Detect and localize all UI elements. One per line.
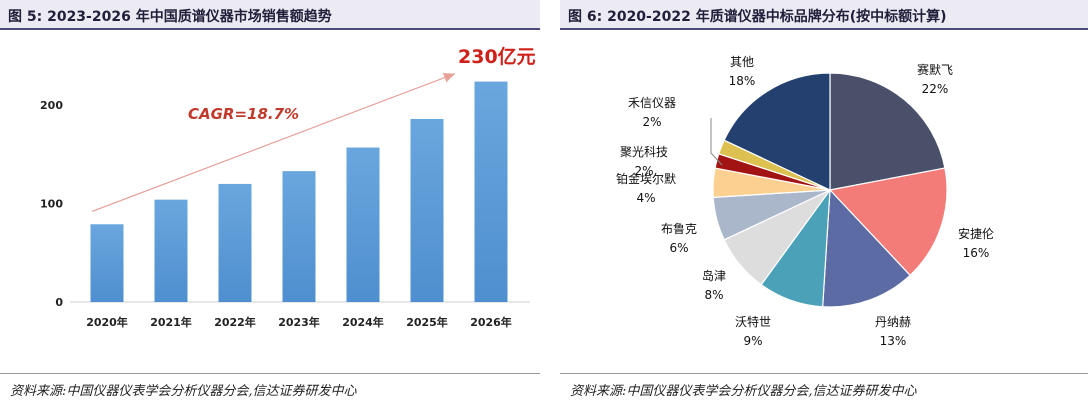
bar-2024年 [346,147,380,302]
slice-percent: 18% [729,74,756,88]
x-tick-label: 2024年 [342,315,384,329]
slice-percent: 6% [669,241,688,255]
slice-label: 其他 [730,55,754,69]
slice-label: 沃特世 [735,314,771,329]
total-annotation: 230亿元 [458,45,536,68]
right-footer: 资料来源:中国仪器仪表学会分析仪器分会,信达证券研发中心 [560,373,1088,403]
slice-percent: 13% [880,334,907,348]
slice-percent: 8% [704,288,723,302]
slice-label: 岛津 [702,268,726,283]
pie-labels: 赛默飞 22% 安捷伦 16% 丹纳赫 13% 沃特世 9% 岛津 8% 布鲁克 6% 铂金埃尔默 4% 聚… [616,55,994,348]
left-figure-title: 图 5: 2023-2026 年中国质谱仪器市场销售额趋势 [8,9,332,25]
slice-percent: 4% [636,191,655,205]
slice-label: 铂金埃尔默 [616,171,676,186]
right-panel: 图 6: 2020-2022 年质谱仪器中标品牌分布(按中标额计算) 赛默飞 22… [560,0,1088,402]
x-tick-label: 2026年 [470,315,512,329]
bar-2023年 [282,171,316,302]
bar-2022年 [218,183,252,302]
trend-arrow [91,72,456,213]
bar-2026年 [474,81,508,302]
leader-lines [710,118,723,166]
slice-其他 [723,72,831,191]
x-tick-label: 2021年 [150,315,192,329]
x-tick-label: 2022年 [214,315,256,329]
bars [90,81,508,302]
bar-2020年 [90,224,124,302]
slice-label: 安捷伦 [958,226,994,241]
slice-percent: 2% [634,164,653,178]
y-tick-labels: 0 100 200 [40,99,63,309]
slice-percent: 9% [743,334,762,348]
slice-percent: 16% [963,246,990,260]
right-figure-title: 图 6: 2020-2022 年质谱仪器中标品牌分布(按中标额计算) [568,9,947,25]
leader-line [710,118,723,166]
bar-2025年 [410,118,444,302]
slice-label: 赛默飞 [917,62,953,77]
slice-label: 丹纳赫 [875,315,911,329]
x-tick-label: 2020年 [86,315,128,329]
slice-安捷伦 [828,167,948,277]
left-header: 图 5: 2023-2026 年中国质谱仪器市场销售额趋势 [0,0,540,30]
y-tick-label: 200 [40,99,63,112]
x-tick-label: 2025年 [406,315,448,329]
cagr-annotation: CAGR=18.7% [188,105,299,123]
slice-丹纳赫 [822,188,911,308]
slice-percent: 2% [642,115,661,129]
y-tick-label: 100 [40,198,63,211]
right-source-note: 资料来源:中国仪器仪表学会分析仪器分会,信达证券研发中心 [570,384,917,399]
slice-percent: 22% [922,82,949,96]
y-tick-label: 0 [55,296,63,309]
right-header: 图 6: 2020-2022 年质谱仪器中标品牌分布(按中标额计算) [560,0,1088,30]
pie-chart: 赛默飞 22% 安捷伦 16% 丹纳赫 13% 沃特世 9% 岛津 8% 布鲁克 6% 铂金埃尔默 4% 聚… [616,55,994,348]
x-tick-label: 2023年 [278,315,320,329]
left-source-note: 资料来源:中国仪器仪表学会分析仪器分会,信达证券研发中心 [10,384,357,399]
slice-label: 聚光科技 [620,145,668,159]
left-footer: 资料来源:中国仪器仪表学会分析仪器分会,信达证券研发中心 [0,373,540,403]
trend-arrow-head [442,72,455,83]
pie-slices [712,72,948,308]
slice-label: 禾信仪器 [628,96,676,110]
slice-赛默飞 [829,72,946,191]
bar-2021年 [154,199,188,302]
slice-label: 布鲁克 [661,222,697,236]
left-panel: 图 5: 2023-2026 年中国质谱仪器市场销售额趋势 0 100 200 20… [0,0,540,402]
trend-arrow-line [91,73,456,213]
x-tick-labels: 2020年 2021年 2022年 2023年 2024年 2025年 2026年 [86,315,512,329]
